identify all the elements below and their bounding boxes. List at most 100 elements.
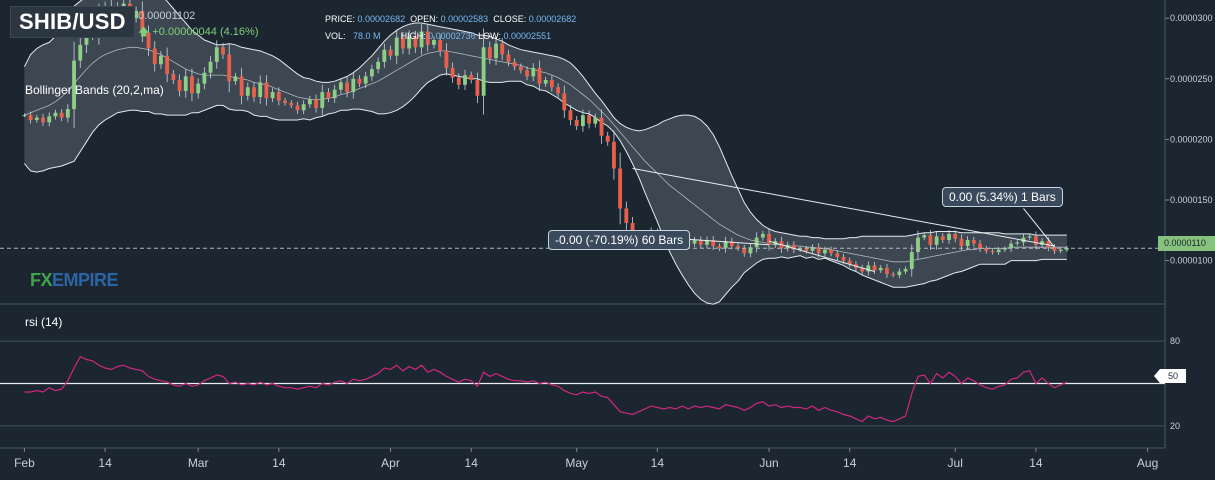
rsi-label[interactable]: rsi (14) [25,315,63,329]
candle-body [760,233,765,238]
candle-body [394,37,399,56]
ohlc-row-1: PRICE: 0.00002682 OPEN: 0.00002583 CLOSE… [325,14,576,24]
candle-body [698,239,703,245]
candle-body [190,76,194,94]
candle-body [568,110,573,120]
candle [885,263,889,278]
candle [47,112,52,127]
candle-body [425,31,430,45]
candle-body [518,66,523,71]
candle-body [978,243,982,249]
candle [1009,240,1013,252]
candle-body [525,70,529,77]
candle [301,100,306,115]
candle [934,231,939,250]
candle-body [860,267,865,272]
candle [891,271,896,278]
candle-body [922,235,927,238]
candle-body [227,54,232,82]
high-value: 0.00002736 [428,31,476,41]
candle [338,78,343,95]
candle-body [1064,248,1069,250]
candle-body [407,36,412,49]
candle [500,37,505,61]
candle [736,243,740,252]
ticker-box[interactable]: SHIB/USD [10,6,135,38]
candle [239,67,244,105]
candle [971,236,976,247]
candle [171,69,176,84]
candle [878,265,883,273]
x-tick-label: 14 [272,456,286,470]
candle-body [990,250,995,253]
candle-body [1046,241,1051,248]
candle [314,94,318,113]
candle [165,47,170,83]
candle-body [276,92,281,101]
candle-body [338,82,343,90]
candle [624,201,629,230]
candle-body [41,117,45,123]
candle-body [159,55,163,65]
candle-body [996,249,1001,253]
candle [481,28,486,115]
close-value: 0.00002682 [528,14,577,24]
x-tick-label: 14 [843,456,857,470]
candle [990,248,995,255]
candle-body [165,55,170,74]
candle-body [177,79,182,91]
candle [754,232,759,253]
candle-body [835,253,840,257]
candle-body [748,247,753,254]
candle-body [314,99,318,108]
candle [146,25,151,56]
candle [388,45,393,60]
candle-body [940,236,945,240]
candle-body [866,265,871,272]
candle-body [438,39,443,51]
candle [729,237,734,250]
candle [605,131,610,146]
current-price-tag: 0.0000110 [1158,236,1215,251]
y-tick-label: 0.0000250 [1170,74,1213,84]
candle [518,63,523,74]
candle [401,31,405,55]
candle [450,62,455,83]
bollinger-label[interactable]: Bollinger Bands (20,2,ma) [25,83,164,97]
candle-body [506,54,511,62]
vol-label: VOL: [325,31,346,41]
candle [953,230,958,243]
candle-body [618,168,623,209]
candle-body [376,61,381,70]
candle [369,64,374,81]
candle [909,244,914,277]
candle-body [152,48,157,65]
candle-body [456,77,461,85]
candle-body [692,239,697,244]
candle [556,83,560,98]
candle [245,82,250,101]
candle-body [537,67,542,84]
candle [419,24,424,55]
candle-body [971,239,976,244]
candle-body [208,61,213,73]
candle-body [221,47,225,55]
rise-annotation[interactable]: 0.00 (5.34%) 1 Bars [942,187,1063,207]
candle-body [245,87,250,96]
candle-body [301,104,306,111]
candle-body [233,76,238,82]
candle-body [258,82,263,97]
ohlc-row-2: VOL: 78.0 M HIGH: 0.00002736 LOW: 0.0000… [325,31,551,41]
candle [829,246,834,257]
candle-body [754,237,759,248]
candle-body [897,271,902,276]
candle [233,72,238,85]
candle [531,63,536,82]
candle-body [444,50,449,68]
candle-body [742,248,747,254]
candle-body [283,100,287,104]
candle [760,230,765,241]
candle [190,68,194,102]
candle-body [264,82,269,99]
drop-annotation[interactable]: -0.00 (-70.19%) 60 Bars [548,230,691,250]
